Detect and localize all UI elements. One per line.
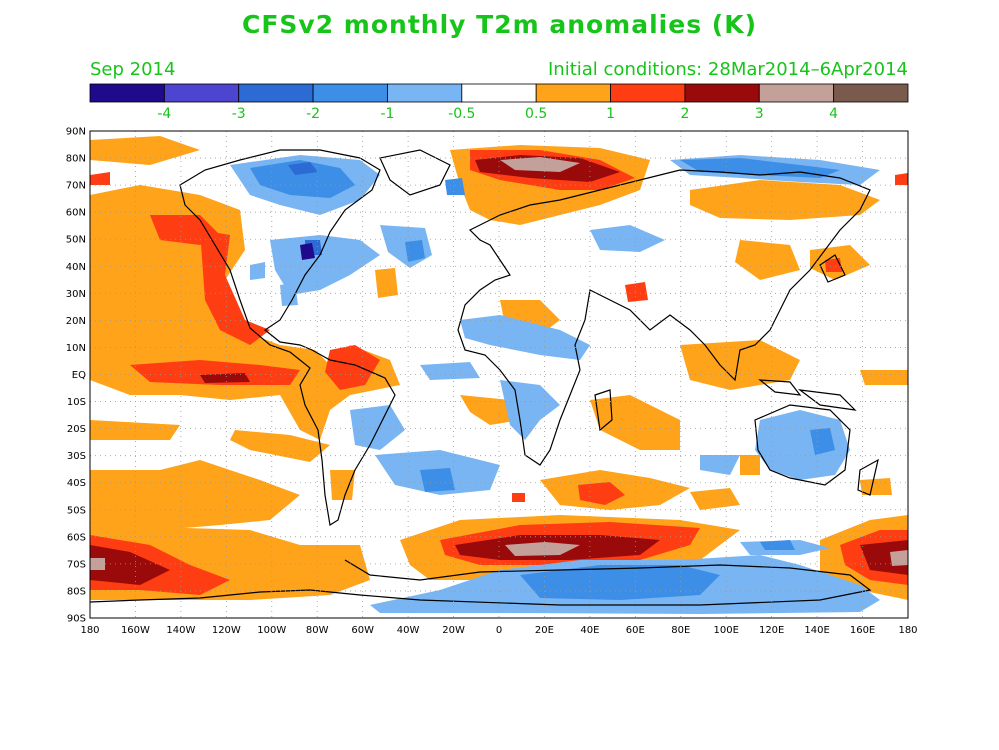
- lon-label: 40W: [397, 625, 420, 636]
- lat-label: 80N: [66, 154, 86, 165]
- legend-swatch: [833, 83, 909, 103]
- grid-lines: [90, 131, 908, 618]
- lat-label: 30S: [67, 451, 86, 462]
- lon-label: 80W: [306, 625, 329, 636]
- lat-label: 70S: [67, 559, 86, 570]
- lat-label: 60N: [66, 208, 86, 219]
- extreme-warm-anomaly-areas: [90, 157, 908, 570]
- lat-label: 90S: [67, 614, 86, 625]
- legend-label: 4: [829, 106, 838, 122]
- legend-label: -4: [157, 106, 171, 122]
- lat-label: 70N: [66, 181, 86, 192]
- legend-label: 2: [680, 106, 689, 122]
- lon-label: 80E: [671, 625, 690, 636]
- extreme-cold-anomaly-areas: [300, 243, 315, 260]
- lon-label: 0: [496, 625, 502, 636]
- lon-label: 160W: [121, 625, 150, 636]
- lon-label: 100E: [714, 625, 739, 636]
- lon-label: 20E: [535, 625, 554, 636]
- valid-month: Sep 2014: [90, 59, 176, 80]
- initial-conditions: Initial conditions: 28Mar2014–6Apr2014: [548, 59, 908, 80]
- lat-label: 30N: [66, 289, 86, 300]
- lon-label: 120W: [212, 625, 241, 636]
- map-frame: [89, 130, 909, 619]
- lat-label: 20N: [66, 316, 86, 327]
- color-legend: -4 -3 -2 -1 -0.5 0.5 1 2 3 4: [89, 83, 909, 122]
- lon-label: 180: [80, 625, 99, 636]
- lon-label: 60E: [626, 625, 645, 636]
- lat-label: 40N: [66, 262, 86, 273]
- legend-label: -1: [380, 106, 394, 122]
- lon-label: 160E: [850, 625, 875, 636]
- latitude-labels: 90N 80N 70N 60N 50N 40N 30N 20N 10N EQ 10S 20S 30S 40…: [66, 127, 86, 625]
- legend-label: 0.5: [525, 106, 547, 122]
- legend-label: -2: [306, 106, 320, 122]
- lat-label: 10S: [67, 397, 86, 408]
- legend-label: 1: [606, 106, 615, 122]
- lon-label: 40E: [580, 625, 599, 636]
- lat-label: 40S: [67, 478, 86, 489]
- lat-label: 80S: [67, 586, 86, 597]
- lat-label: 20S: [67, 424, 86, 435]
- lon-label: 60W: [351, 625, 374, 636]
- lon-label: 100W: [257, 625, 286, 636]
- legend-label: -3: [232, 106, 246, 122]
- lon-label: 20W: [442, 625, 465, 636]
- lat-label: 10N: [66, 343, 86, 354]
- lat-label: 90N: [66, 127, 86, 138]
- coastlines: [90, 149, 879, 606]
- longitude-labels: 180 160W 140W 120W 100W 80W 60W 40W 20W 0 20E 40E 60…: [80, 625, 917, 636]
- lat-label: EQ: [72, 370, 86, 381]
- lon-label: 120E: [759, 625, 784, 636]
- lat-label: 50S: [67, 505, 86, 516]
- legend-label: -0.5: [448, 106, 475, 122]
- lon-label: 180: [898, 625, 917, 636]
- lat-label: 50N: [66, 235, 86, 246]
- map-title: CFSv2 monthly T2m anomalies (K): [241, 10, 758, 39]
- cold-anomaly-areas: [250, 158, 840, 600]
- legend-label: 3: [755, 106, 764, 122]
- lon-label: 140W: [166, 625, 195, 636]
- lon-label: 140E: [804, 625, 829, 636]
- lat-label: 60S: [67, 532, 86, 543]
